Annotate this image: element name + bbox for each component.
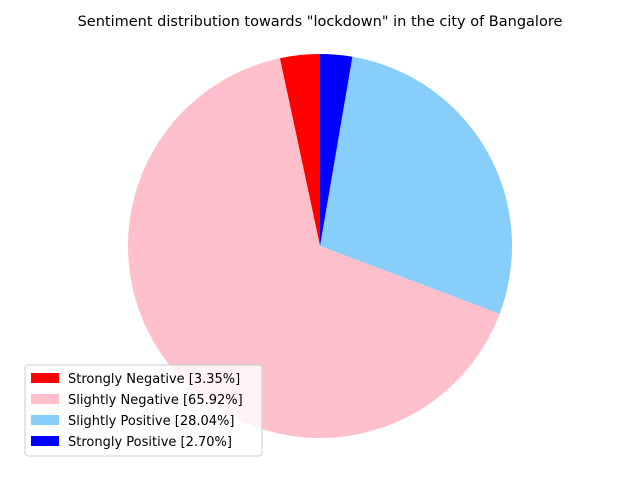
pie-slice-1 [279,54,320,246]
legend-label-3: Slightly Positive [28.04%] [68,414,234,429]
legend-swatch-3 [31,415,59,425]
legend-swatch-2 [31,394,59,404]
pie-slice-3 [320,56,512,314]
pie [127,54,512,439]
legend-label-2: Slightly Negative [65.92%] [68,393,243,408]
legend-frame [24,364,263,457]
pie-slice-2 [127,58,500,439]
chart-title: Sentiment distribution towards "lockdown… [78,14,563,30]
legend: Strongly Negative [3.35%] Slightly Negati… [24,364,263,457]
legend-label-1: Strongly Negative [3.35%] [68,372,240,387]
legend-swatch-4 [31,436,59,446]
legend-swatch-1 [31,373,59,383]
legend-label-4: Strongly Positive [2.70%] [68,435,232,450]
pie-slice-4 [320,54,353,246]
